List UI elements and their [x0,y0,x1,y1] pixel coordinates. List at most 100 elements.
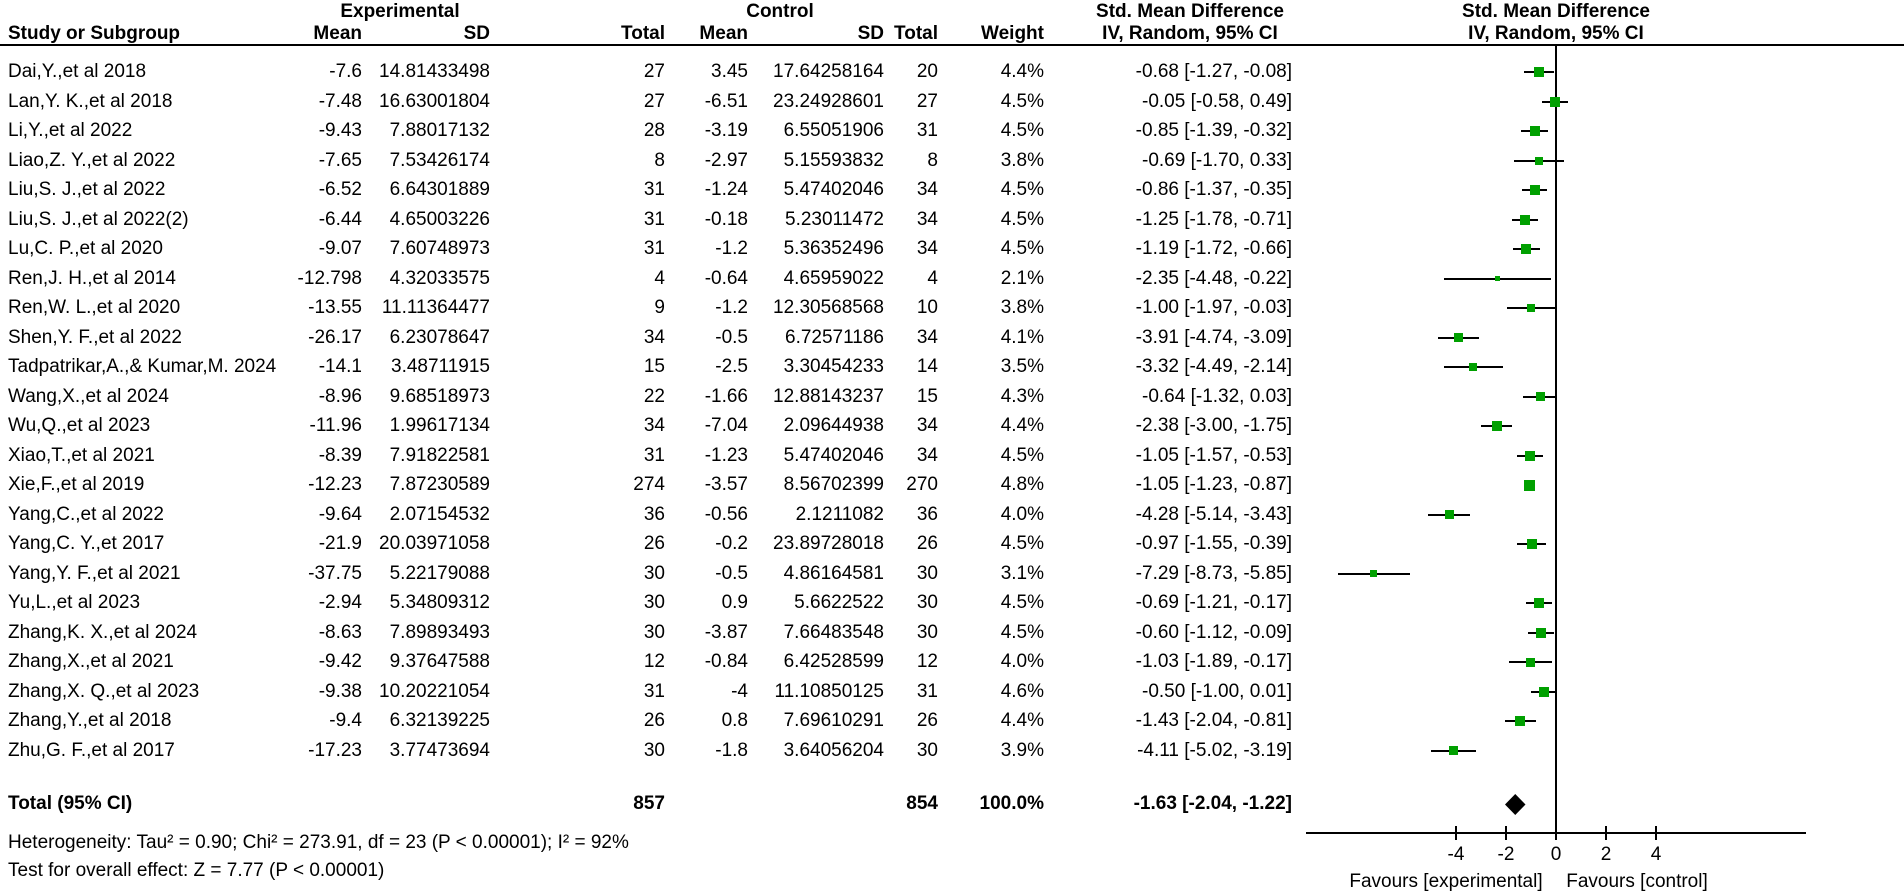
mean-experimental: -9.4 [329,710,362,731]
total-experimental: 31 [643,208,665,230]
effect-marker [1538,686,1549,697]
sd-experimental: 3.48711915 [391,356,490,377]
total-experimental: 31 [643,179,665,200]
mean-experimental: -26.17 [308,326,362,348]
study-name: Yang,Y. F.,et al 2021 [8,562,181,584]
effect-marker [1536,627,1546,638]
total-experimental: 12 [643,651,665,672]
ci-text: -0.05 [-0.58, 0.49] [1142,90,1292,112]
mean-experimental: -9.43 [318,120,362,141]
sd-control: 6.72571186 [785,326,884,348]
sd-control: 5.15593832 [783,149,884,171]
weight: 4.3% [1000,385,1044,407]
favours-control-label: Favours [control] [1566,871,1708,892]
sd-experimental: 14.81433498 [379,61,490,82]
tick-label: -2 [1497,844,1515,865]
weight: 4.5% [1000,533,1044,554]
mean-control: -1.2 [715,238,748,259]
sd-experimental: 7.88017132 [389,120,490,141]
total-control: 30 [916,739,938,761]
mean-experimental: -6.44 [318,208,362,230]
total-control: 26 [916,533,938,554]
sd-control: 5.23011472 [785,208,884,230]
sd-control: 5.47402046 [783,444,884,466]
sd-control: 11.10850125 [774,680,884,702]
effect-marker [1521,244,1532,254]
ci-text: -0.68 [-1.27, -0.08] [1135,61,1292,82]
total-n-control: 854 [906,793,938,814]
sd-experimental: 9.37647588 [389,651,490,672]
sd-control: 4.65959022 [783,267,884,289]
total-experimental: 31 [643,680,665,702]
total-experimental: 27 [643,61,665,82]
total-experimental: 15 [643,356,665,377]
total-n-experimental: 857 [633,793,665,814]
weight: 4.5% [1000,444,1044,466]
total-control: 34 [916,444,938,466]
sd-experimental: 6.32139225 [389,710,490,731]
overall-effect-text: Test for overall effect: Z = 7.77 (P < 0… [8,860,385,881]
sd-experimental: 5.22179088 [389,562,490,584]
total-control: 8 [927,149,938,171]
sd-experimental: 4.65003226 [389,208,490,230]
summary-diamond [1505,794,1526,815]
smd-column-header: Std. Mean Difference [1096,1,1284,22]
ci-text: -7.29 [-8.73, -5.85] [1135,562,1292,584]
effect-marker [1494,276,1500,281]
sd-experimental: 1.99617134 [389,415,490,436]
weight: 4.5% [1000,621,1044,643]
effect-marker [1453,333,1463,342]
effect-marker [1535,392,1545,401]
mean-experimental: -12.798 [297,267,362,289]
total-control: 15 [916,385,938,407]
mean-experimental: -37.75 [308,562,362,584]
total-control: 34 [916,415,938,436]
total-experimental: 274 [633,474,665,495]
study-name: Shen,Y. F.,et al 2022 [8,326,182,348]
mean-experimental: -11.96 [309,415,362,436]
mean-control: -1.2 [715,297,748,318]
mean-experimental: -8.63 [318,621,362,643]
sd-control: 3.64056204 [783,739,884,761]
zero-effect-line [1555,46,1557,833]
weight: 4.5% [1000,208,1044,230]
column-header-total-ctrl: Total [894,23,938,44]
total-label: Total (95% CI) [8,793,133,814]
total-control: 31 [916,120,938,141]
study-name: Zhang,X. Q.,et al 2023 [8,680,200,702]
study-name: Xiao,T.,et al 2021 [8,444,155,466]
mean-experimental: -6.52 [318,179,362,200]
column-header-sd-exp: SD [463,23,490,44]
mean-experimental: -7.6 [329,61,362,82]
mean-control: -0.5 [715,326,748,348]
tick-label: -4 [1447,844,1465,865]
mean-experimental: -9.38 [318,680,362,702]
effect-marker [1469,363,1477,371]
study-name: Dai,Y.,et al 2018 [8,61,147,82]
sd-control: 5.6622522 [794,592,884,613]
axis-tick [1605,826,1607,840]
weight: 4.5% [1000,238,1044,259]
ci-text: -2.35 [-4.48, -0.22] [1135,267,1292,289]
total-experimental: 22 [643,385,665,407]
weight: 4.6% [1000,680,1044,702]
mean-control: 3.45 [711,61,748,82]
total-experimental: 34 [643,326,665,348]
effect-marker [1525,657,1535,667]
weight: 3.8% [1000,297,1044,318]
study-name: Yu,L.,et al 2023 [8,592,141,613]
total-control: 4 [927,267,938,289]
sd-experimental: 16.63001804 [379,90,490,112]
method-column-header: IV, Random, 95% CI [1102,23,1278,44]
ci-text: -1.43 [-2.04, -0.81] [1135,710,1292,731]
effect-marker [1534,156,1543,165]
mean-control: -2.5 [715,356,748,377]
weight: 4.1% [1000,326,1044,348]
mean-experimental: -8.39 [318,444,362,466]
total-control: 14 [916,356,938,377]
sd-control: 23.89728018 [773,533,884,554]
ci-text: -0.69 [-1.70, 0.33] [1142,149,1292,171]
total-experimental: 30 [643,592,665,613]
effect-marker [1529,126,1540,136]
total-experimental: 30 [643,621,665,643]
